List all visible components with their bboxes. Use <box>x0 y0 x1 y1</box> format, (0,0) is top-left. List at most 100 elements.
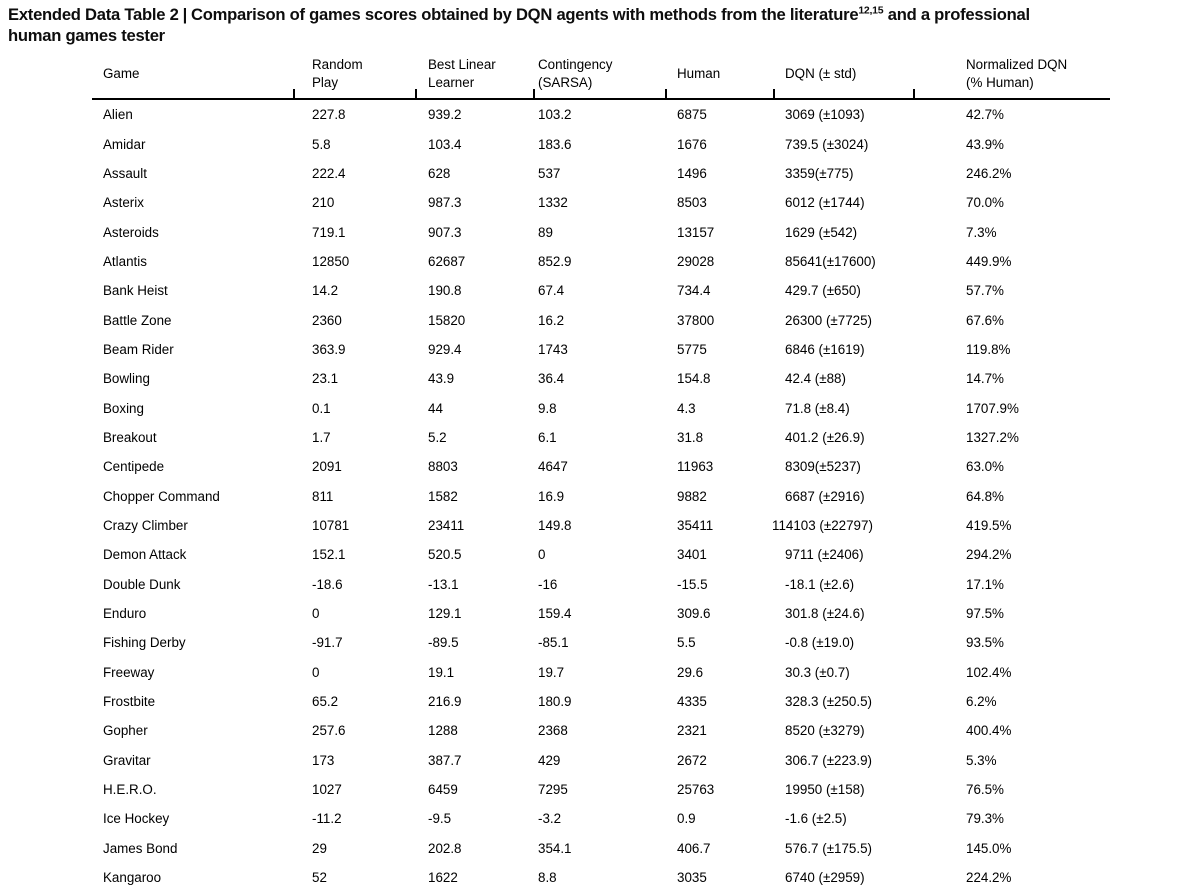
cell-dqn: 6012 (±1744) <box>785 195 865 211</box>
cell-normalized-dqn: 419.5% <box>966 517 1012 533</box>
cell-human: -15.5 <box>677 576 708 592</box>
cell-best-linear-learner: 44 <box>428 400 443 416</box>
cell-human: 5775 <box>677 341 707 357</box>
cell-random-play: 10781 <box>312 517 350 533</box>
title-text: Comparison of games scores obtained by D… <box>190 5 859 24</box>
cell-dqn: 429.7 (±650) <box>785 283 861 299</box>
cell-best-linear-learner: 43.9 <box>428 371 455 387</box>
table-row: Battle Zone 2360 15820 16.2 37800 26300 (±772… <box>92 305 1110 334</box>
cell-game: Double Dunk <box>103 576 181 592</box>
cell-dqn: 6846 (±1619) <box>785 341 865 357</box>
cell-contingency-sarsa: 36.4 <box>538 371 565 387</box>
cell-human: 1496 <box>677 165 707 181</box>
cell-game: Amidar <box>103 136 146 152</box>
cell-random-play: 2091 <box>312 459 342 475</box>
column-header-normalized-dqn: Normalized DQN (% Human) <box>913 49 1110 100</box>
cell-normalized-dqn: 400.4% <box>966 723 1012 739</box>
cell-human: 1676 <box>677 136 707 152</box>
cell-dqn: 19950 (±158) <box>785 782 865 798</box>
cell-contingency-sarsa: 183.6 <box>538 136 572 152</box>
cell-game: Centipede <box>103 459 165 475</box>
cell-best-linear-learner: 5.2 <box>428 429 447 445</box>
cell-game: Asteroids <box>103 224 159 240</box>
table-row: Amidar 5.8 103.4 183.6 1676 739.5 (±3024) 43.9… <box>92 129 1110 158</box>
games-scores-table: Game Random Play Best Linear Learner Con… <box>92 49 1110 892</box>
cell-normalized-dqn: 63.0% <box>966 459 1004 475</box>
cell-contingency-sarsa: 354.1 <box>538 840 572 856</box>
cell-random-play: 2360 <box>312 312 342 328</box>
title-separator: | <box>182 5 188 24</box>
title-text-continued: and a professional <box>883 5 1030 24</box>
cell-human: 0.9 <box>677 811 696 827</box>
cell-human: 6875 <box>677 107 707 123</box>
cell-dqn: 114103 (±22797) <box>772 517 873 533</box>
cell-normalized-dqn: 1327.2% <box>966 429 1019 445</box>
cell-dqn: 3069 (±1093) <box>785 107 865 123</box>
cell-normalized-dqn: 79.3% <box>966 811 1004 827</box>
cell-game: Frostbite <box>103 694 156 710</box>
cell-normalized-dqn: 102.4% <box>966 664 1012 680</box>
cell-normalized-dqn: 14.7% <box>966 371 1004 387</box>
cell-best-linear-learner: -9.5 <box>428 811 452 827</box>
page-title: Extended Data Table 2 | Comparison of game… <box>8 4 1195 46</box>
cell-game: Fishing Derby <box>103 635 186 651</box>
cell-dqn: 42.4 (±88) <box>785 371 846 387</box>
table-row: Demon Attack 152.1 520.5 0 3401 9711 (±2406) 2… <box>92 540 1110 569</box>
column-divider-tick <box>415 89 417 100</box>
cell-game: Chopper Command <box>103 488 220 504</box>
cell-human: 9882 <box>677 488 707 504</box>
cell-contingency-sarsa: 7295 <box>538 782 568 798</box>
table-row: Freeway 0 19.1 19.7 29.6 30.3 (±0.7) 102.4% <box>92 658 1110 687</box>
cell-contingency-sarsa: 103.2 <box>538 107 572 123</box>
cell-contingency-sarsa: -85.1 <box>538 635 569 651</box>
cell-human: 31.8 <box>677 429 704 445</box>
column-header-dqn-std: DQN (± std) <box>773 49 913 100</box>
table-header: Game Random Play Best Linear Learner Con… <box>92 49 1110 100</box>
cell-random-play: 257.6 <box>312 723 346 739</box>
cell-game: Bowling <box>103 371 150 387</box>
cell-game: Atlantis <box>103 253 147 269</box>
table-row: Gopher 257.6 1288 2368 2321 8520 (±3279) 400.4… <box>92 716 1110 745</box>
cell-best-linear-learner: 907.3 <box>428 224 462 240</box>
cell-contingency-sarsa: -3.2 <box>538 811 562 827</box>
cell-dqn: 30.3 (±0.7) <box>785 664 850 680</box>
cell-contingency-sarsa: 852.9 <box>538 253 572 269</box>
cell-contingency-sarsa: 537 <box>538 165 561 181</box>
cell-normalized-dqn: 70.0% <box>966 195 1004 211</box>
cell-contingency-sarsa: 6.1 <box>538 429 557 445</box>
cell-normalized-dqn: 449.9% <box>966 253 1012 269</box>
cell-dqn: 6687 (±2916) <box>785 488 865 504</box>
cell-best-linear-learner: 1582 <box>428 488 458 504</box>
cell-game: James Bond <box>103 840 178 856</box>
table-row: Crazy Climber 10781 23411 149.8 35411 114103 … <box>92 511 1110 540</box>
cell-normalized-dqn: 6.2% <box>966 694 997 710</box>
table-body: Alien 227.8 939.2 103.2 6875 3069 (±1093) 42.7… <box>92 99 1110 892</box>
cell-normalized-dqn: 294.2% <box>966 547 1012 563</box>
cell-best-linear-learner: 23411 <box>428 517 465 533</box>
table-row: H.E.R.O. 1027 6459 7295 25763 19950 (±158) 76.… <box>92 775 1110 804</box>
column-divider-tick <box>773 89 775 100</box>
cell-random-play: 12850 <box>312 253 350 269</box>
cell-best-linear-learner: 929.4 <box>428 341 462 357</box>
cell-normalized-dqn: 67.6% <box>966 312 1004 328</box>
cell-human: 8503 <box>677 195 707 211</box>
cell-best-linear-learner: 129.1 <box>428 606 462 622</box>
title-second-line: human games tester <box>8 26 165 45</box>
cell-dqn: 8309(±5237) <box>785 459 861 475</box>
cell-dqn: 576.7 (±175.5) <box>785 840 873 856</box>
cell-contingency-sarsa: 2368 <box>538 723 568 739</box>
cell-best-linear-learner: 202.8 <box>428 840 462 856</box>
cell-random-play: 210 <box>312 195 335 211</box>
table-row: Bank Heist 14.2 190.8 67.4 734.4 429.7 (±650)… <box>92 276 1110 305</box>
column-header-game: Game <box>92 49 293 100</box>
cell-game: Enduro <box>103 606 147 622</box>
cell-random-play: 363.9 <box>312 341 346 357</box>
cell-normalized-dqn: 224.2% <box>966 870 1012 886</box>
cell-game: H.E.R.O. <box>103 782 157 798</box>
cell-best-linear-learner: 987.3 <box>428 195 462 211</box>
cell-random-play: 719.1 <box>312 224 346 240</box>
cell-best-linear-learner: 1288 <box>428 723 458 739</box>
cell-best-linear-learner: 216.9 <box>428 694 462 710</box>
cell-best-linear-learner: 520.5 <box>428 547 462 563</box>
cell-human: 4335 <box>677 694 707 710</box>
